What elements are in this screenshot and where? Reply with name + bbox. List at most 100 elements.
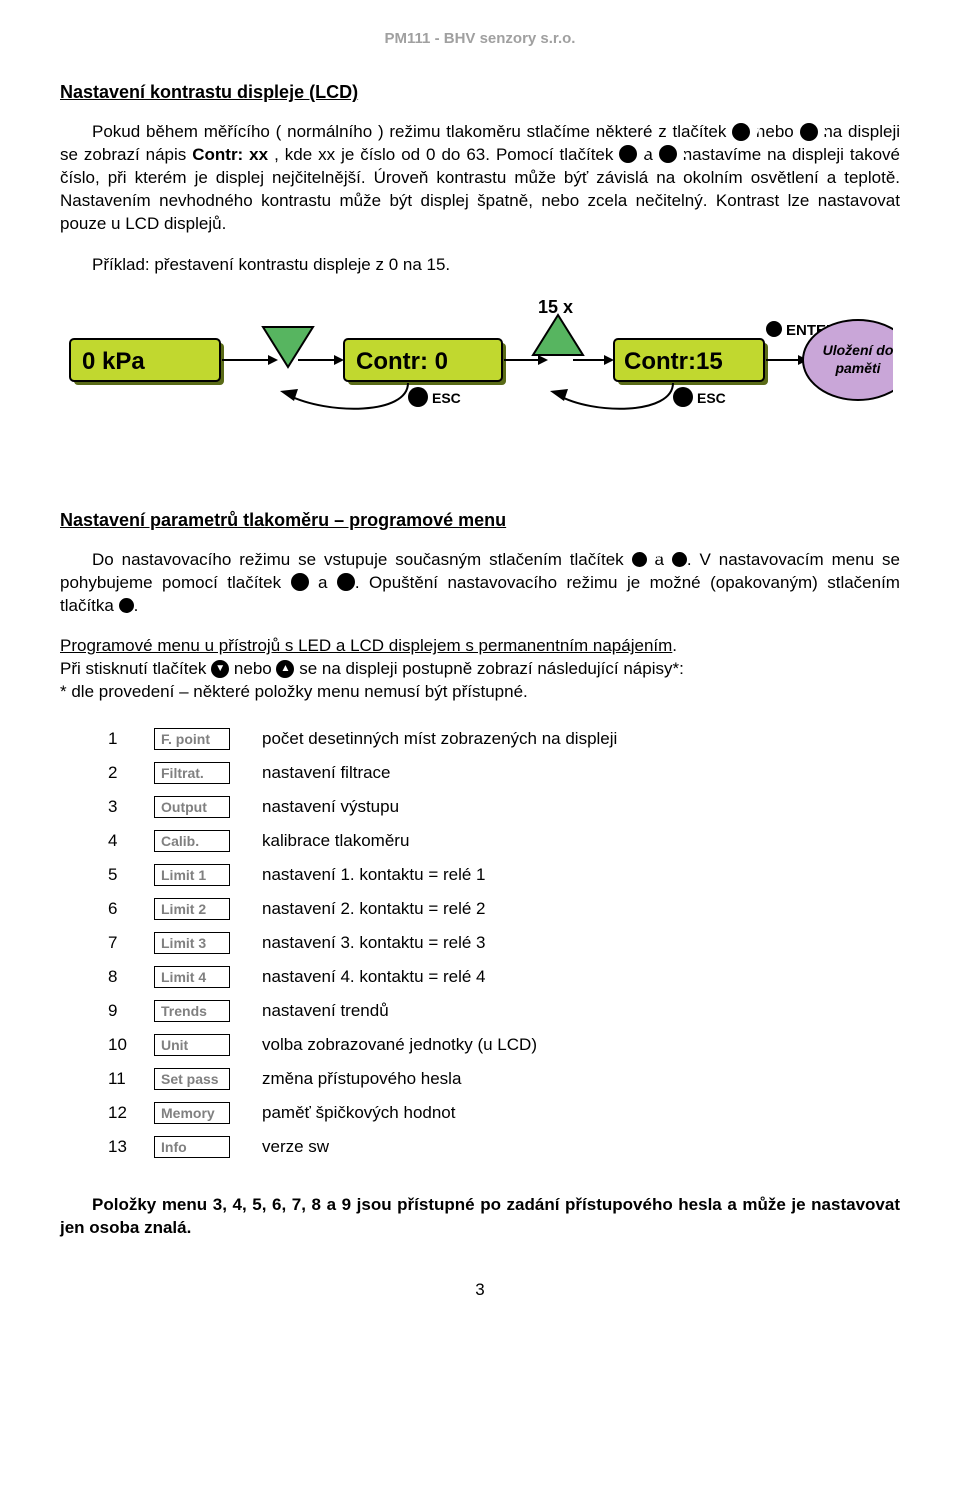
menu-number: 9 (100, 994, 146, 1028)
menu-box: Set pass (154, 1068, 230, 1090)
menu-number: 8 (100, 960, 146, 994)
menu-box-cell: Limit 4 (146, 960, 238, 994)
table-row: 1 F. point počet desetinných míst zobrazen… (100, 722, 625, 756)
table-row: 11 Set pass změna přístupového hesla (100, 1062, 625, 1096)
menu-table: 1 F. point počet desetinných míst zobrazen… (100, 722, 625, 1164)
menu-box-cell: Memory (146, 1096, 238, 1130)
menu-box: Trends (154, 1000, 230, 1022)
menu-box-cell: Limit 2 (146, 892, 238, 926)
section2-paragraph1: Do nastavovacího režimu se vstupuje souč… (60, 549, 900, 618)
menu-box-cell: Set pass (146, 1062, 238, 1096)
diagram-svg: 0 kPa Contr: 0 15 x (68, 295, 893, 450)
lcd3-text: Contr:15 (624, 348, 723, 375)
esc-icon: ESC (632, 552, 647, 567)
menu-box-cell: Filtrat. (146, 756, 238, 790)
menu-number: 1 (100, 722, 146, 756)
menu-description: nastavení 1. kontaktu = relé 1 (238, 858, 625, 892)
menu-description: počet desetinných míst zobrazených na di… (238, 722, 625, 756)
section2-title: Nastavení parametrů tlakoměru – programo… (60, 510, 900, 531)
menu-box-cell: Limit 3 (146, 926, 238, 960)
menu-description: nastavení 3. kontaktu = relé 3 (238, 926, 625, 960)
table-row: 9 Trends nastavení trendů (100, 994, 625, 1028)
text-bold: Contr: xx (192, 145, 274, 164)
enter-icon: ↵ (672, 552, 687, 567)
menu-box-cell: Output (146, 790, 238, 824)
esc-label-2: ESC (697, 390, 726, 406)
document-page: PM111 - BHV senzory s.r.o. Nastavení kon… (0, 0, 960, 1340)
menu-number: 3 (100, 790, 146, 824)
section2-paragraph2: Programové menu u přístrojů s LED a LCD … (60, 635, 900, 704)
menu-box: Limit 4 (154, 966, 230, 988)
menu-description: kalibrace tlakoměru (238, 824, 625, 858)
section1-paragraph1: Pokud během měřícího ( normálního ) reži… (60, 121, 900, 236)
down-icon: ▼ (211, 660, 229, 678)
menu-box: Memory (154, 1102, 230, 1124)
contrast-diagram: 0 kPa Contr: 0 15 x (68, 295, 893, 455)
footer-paragraph: Položky menu 3, 4, 5, 6, 7, 8 a 9 jsou p… (60, 1194, 900, 1240)
menu-description: nastavení 2. kontaktu = relé 2 (238, 892, 625, 926)
menu-box: Info (154, 1136, 230, 1158)
page-header: PM111 - BHV senzory s.r.o. (60, 30, 900, 47)
up-icon: ▲ (276, 660, 294, 678)
text: nebo (234, 659, 277, 678)
down-icon: ▼ (619, 145, 637, 163)
text: Do nastavovacího režimu se vstupuje souč… (92, 550, 632, 569)
lcd1-text: 0 kPa (82, 348, 145, 375)
menu-number: 2 (100, 756, 146, 790)
save-text1: Uložení do (822, 342, 892, 358)
table-row: 3Outputnastavení výstupu (100, 790, 625, 824)
menu-box-cell: F. point (146, 722, 238, 756)
menu-description: nastavení trendů (238, 994, 625, 1028)
menu-box: Limit 2 (154, 898, 230, 920)
menu-number: 6 (100, 892, 146, 926)
text: Při stisknutí tlačítek (60, 659, 211, 678)
text: * dle provedení – některé položky menu n… (60, 682, 528, 701)
save-text2: paměti (834, 360, 881, 376)
menu-box: Unit (154, 1034, 230, 1056)
table-row: 8 Limit 4 nastavení 4. kontaktu = relé 4 (100, 960, 625, 994)
table-row: 2 Filtrat. nastavení filtrace (100, 756, 625, 790)
menu-box: Limit 3 (154, 932, 230, 954)
menu-box-cell: Unit (146, 1028, 238, 1062)
down-icon: ▼ (291, 573, 309, 591)
menu-description: verze sw (238, 1130, 625, 1164)
menu-box-cell: Trends (146, 994, 238, 1028)
menu-number: 13 (100, 1130, 146, 1164)
fifteen-label: 15 x (538, 297, 573, 317)
menu-description: volba zobrazované jednotky (u LCD) (238, 1028, 625, 1062)
table-row: 6 Limit 2 nastavení 2. kontaktu = relé 2 (100, 892, 625, 926)
page-number: 3 (60, 1280, 900, 1300)
table-row: 10 Unit volba zobrazované jednotky (u LCD) (100, 1028, 625, 1062)
table-row: 7 Limit 3 nastavení 3. kontaktu = relé 3 (100, 926, 625, 960)
menu-box-cell: Calib. (146, 824, 238, 858)
text: se na displeji postupně zobrazí následuj… (299, 659, 684, 678)
menu-box: Filtrat. (154, 762, 230, 784)
table-row: 13 Info verze sw (100, 1130, 625, 1164)
menu-number: 10 (100, 1028, 146, 1062)
menu-description: nastavení filtrace (238, 756, 625, 790)
esc-label-1: ESC (432, 390, 461, 406)
menu-number: 5 (100, 858, 146, 892)
table-row: 12 Memory paměť špičkových hodnot (100, 1096, 625, 1130)
menu-box: Limit 1 (154, 864, 230, 886)
menu-box-cell: Limit 1 (146, 858, 238, 892)
menu-number: 7 (100, 926, 146, 960)
menu-box: Calib. (154, 830, 230, 852)
menu-number: 12 (100, 1096, 146, 1130)
menu-number: 4 (100, 824, 146, 858)
table-row: 4 Calib. kalibrace tlakoměru (100, 824, 625, 858)
table-row: 5 Limit 1 nastavení 1. kontaktu = relé 1 (100, 858, 625, 892)
esc-icon: ESC (119, 598, 134, 613)
menu-description: změna přístupového hesla (238, 1062, 625, 1096)
menu-description: paměť špičkových hodnot (238, 1096, 625, 1130)
menu-box-cell: Info (146, 1130, 238, 1164)
up-icon: ▲ (800, 123, 818, 141)
section1-title: Nastavení kontrastu displeje (LCD) (60, 82, 900, 103)
up-icon: ▲ (659, 145, 677, 163)
lcd2-text: Contr: 0 (356, 348, 448, 375)
menu-number: 11 (100, 1062, 146, 1096)
text: , kde xx je číslo od 0 do 63. Pomocí tla… (274, 145, 619, 164)
menu-description: nastavení 4. kontaktu = relé 4 (238, 960, 625, 994)
menu-box: F. point (154, 728, 230, 750)
text: Pokud během měřícího ( normálního ) reži… (92, 122, 732, 141)
